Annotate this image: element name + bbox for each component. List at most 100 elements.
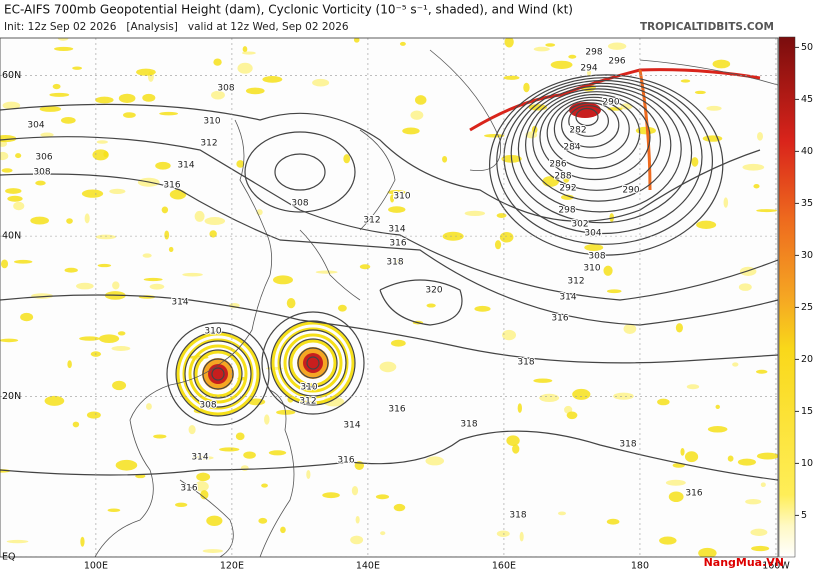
map-frame	[0, 37, 779, 558]
vorticity-patch	[426, 303, 436, 308]
vorticity-patch	[95, 96, 114, 104]
vorticity-patch	[264, 414, 270, 425]
vorticity-patch	[188, 425, 196, 435]
vorticity-patch	[410, 110, 424, 120]
low-core	[569, 102, 601, 118]
contour	[539, 93, 651, 181]
vorticity-patch	[168, 246, 174, 253]
vorticity-patch	[111, 345, 131, 351]
contour-label: 290	[622, 186, 639, 196]
lon-label: 180	[631, 561, 649, 572]
colorbar-label: 10	[801, 458, 813, 469]
vorticity-patch	[668, 491, 684, 503]
vorticity-patch	[136, 68, 156, 76]
vorticity-patch	[517, 403, 522, 413]
contour	[166, 322, 270, 426]
contour-label: 310	[583, 264, 600, 274]
colorbar-label: 15	[801, 406, 813, 417]
vorticity-patch	[118, 93, 136, 103]
vorticity-patch	[402, 127, 420, 135]
vorticity-patch	[686, 384, 700, 390]
vorticity-patch	[399, 41, 406, 46]
vorticity-patch	[606, 518, 620, 525]
vorticity-patch	[194, 210, 205, 222]
vorticity-patch	[753, 183, 760, 189]
vorticity-patch	[584, 244, 604, 252]
lon-label: 160W	[762, 561, 790, 572]
contour-label: 292	[559, 184, 576, 194]
contour-label: 320	[425, 286, 442, 296]
vorticity-patch	[268, 450, 287, 456]
vorticity-patch	[506, 435, 520, 446]
vorticity-patch	[5, 188, 22, 194]
vorticity-patch	[707, 425, 728, 433]
vorticity-patch	[107, 508, 121, 513]
vorticity-patch	[607, 42, 627, 50]
vorticity-patch	[706, 105, 722, 111]
vorticity-patch	[80, 536, 85, 547]
vorticity-patch	[97, 263, 112, 268]
vorticity-patch	[566, 411, 578, 420]
colorbar	[778, 36, 796, 558]
vorticity-patch	[72, 421, 80, 428]
vorticity-patch	[209, 230, 217, 238]
contour-label: 308	[33, 168, 50, 178]
storm-shading	[289, 339, 337, 387]
vorticity-patch	[241, 51, 256, 55]
vorticity-patch	[484, 133, 505, 138]
vorticity-patch	[732, 362, 739, 367]
vorticity-patch	[545, 43, 556, 47]
vorticity-patch	[757, 132, 764, 141]
contour-label: 288	[554, 172, 571, 182]
contour-label: 290	[602, 98, 619, 108]
contour-label: 310	[300, 383, 317, 393]
vorticity-patch	[523, 82, 530, 93]
vorticity-patch	[388, 206, 406, 213]
contour-label: 318	[517, 358, 534, 368]
contour-label: 304	[584, 229, 601, 239]
vorticity-patch	[519, 531, 524, 542]
colorbar-label: 35	[801, 198, 813, 209]
vorticity-patch	[86, 411, 101, 419]
vorticity-patch	[387, 189, 406, 195]
contour-label: 318	[619, 440, 636, 450]
vorticity-patch	[496, 213, 507, 218]
vorticity-patch	[680, 447, 685, 456]
vorticity-patch	[54, 46, 74, 51]
vorticity-patch	[44, 395, 65, 406]
contour	[297, 347, 329, 379]
vorticity-patch	[35, 180, 46, 186]
vorticity-patch	[98, 334, 120, 343]
vorticity-patch	[375, 494, 390, 500]
vorticity-patch	[40, 132, 54, 138]
vorticity-patch	[13, 201, 25, 211]
vorticity-patch	[117, 331, 126, 336]
vorticity-patch	[390, 339, 406, 347]
contour-label: 316	[337, 456, 354, 466]
contour-label: 314	[191, 453, 208, 463]
contour	[184, 340, 252, 408]
vorticity-patch	[153, 434, 167, 439]
vorticity-patch	[675, 323, 683, 333]
vorticity-patch	[343, 154, 351, 164]
lon-label: 120E	[220, 561, 244, 572]
lon-label: 160E	[492, 561, 516, 572]
contour-label: 310	[393, 192, 410, 202]
vorticity-patch	[620, 103, 633, 110]
vorticity-patch	[95, 234, 116, 240]
contour-label: 308	[217, 84, 234, 94]
vorticity-patch	[194, 481, 209, 492]
vorticity-patch	[351, 486, 359, 496]
vorticity-patch	[192, 456, 214, 460]
vorticity-patch	[247, 398, 266, 406]
vorticity-patch	[206, 515, 223, 527]
contour-label: 296	[608, 57, 625, 67]
contour-label: 284	[563, 143, 580, 153]
vorticity-patch	[737, 458, 756, 466]
contour	[193, 349, 243, 399]
vorticity-patch	[715, 404, 720, 409]
storm-shading	[194, 350, 242, 398]
vorticity-patch	[606, 289, 622, 294]
vorticity-patch	[0, 151, 9, 161]
vorticity-patch	[665, 479, 686, 486]
